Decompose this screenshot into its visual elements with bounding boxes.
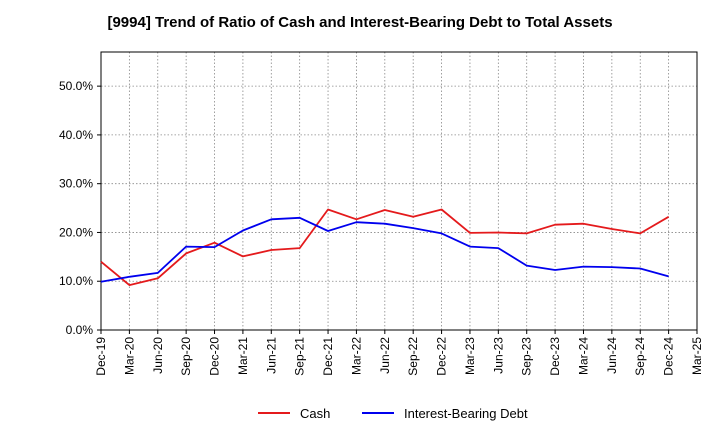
y-axis-ticks: 0.0% 10.0% 20.0% 30.0% 40.0% 50.0% xyxy=(59,79,101,337)
x-tick-label: Jun-21 xyxy=(264,337,278,374)
cash-line xyxy=(100,208,670,287)
x-tick-label: Jun-22 xyxy=(378,337,392,374)
x-tick-label: Mar-22 xyxy=(349,337,363,375)
chart-title: [9994] Trend of Ratio of Cash and Intere… xyxy=(107,14,613,31)
interest-bearing-debt-line xyxy=(100,216,669,283)
x-tick-label: Dec-22 xyxy=(435,337,449,376)
series-lines xyxy=(100,208,670,287)
x-tick-label: Dec-24 xyxy=(662,337,676,376)
x-tick-label: Dec-19 xyxy=(94,337,108,376)
y-tick-label: 0.0% xyxy=(66,323,94,337)
x-tick-label: Dec-21 xyxy=(321,337,335,376)
x-tick-label: Mar-20 xyxy=(122,337,136,375)
y-tick-label: 50.0% xyxy=(59,79,93,93)
x-tick-label: Sep-21 xyxy=(293,337,307,376)
x-tick-label: Mar-24 xyxy=(576,337,590,375)
x-tick-label: Sep-22 xyxy=(406,337,420,376)
x-tick-label: Sep-24 xyxy=(633,337,647,376)
x-tick-label: Dec-20 xyxy=(208,337,222,376)
x-tick-label: Sep-20 xyxy=(179,337,193,376)
x-tick-label: Mar-23 xyxy=(463,337,477,375)
x-axis-ticks: Dec-19 Mar-20 Jun-20 Sep-20 Dec-20 Mar-21 Jun-… xyxy=(94,330,704,376)
x-tick-label: Mar-21 xyxy=(236,337,250,375)
plot-area xyxy=(100,51,698,331)
gridlines xyxy=(100,52,698,330)
x-tick-label: Jun-20 xyxy=(151,337,165,374)
legend-label-interest-bearing-debt: Interest-Bearing Debt xyxy=(404,406,528,421)
x-tick-label: Jun-23 xyxy=(491,337,505,374)
y-tick-label: 10.0% xyxy=(59,274,93,288)
x-tick-label: Sep-23 xyxy=(520,337,534,376)
x-tick-label: Mar-25 xyxy=(690,337,704,375)
x-tick-label: Dec-23 xyxy=(548,337,562,376)
legend-label-cash: Cash xyxy=(300,406,330,421)
x-tick-label: Jun-24 xyxy=(605,337,619,374)
legend: Cash Interest-Bearing Debt xyxy=(258,406,528,421)
y-tick-label: 30.0% xyxy=(59,177,93,191)
y-tick-label: 20.0% xyxy=(59,225,93,239)
y-tick-label: 40.0% xyxy=(59,128,93,142)
